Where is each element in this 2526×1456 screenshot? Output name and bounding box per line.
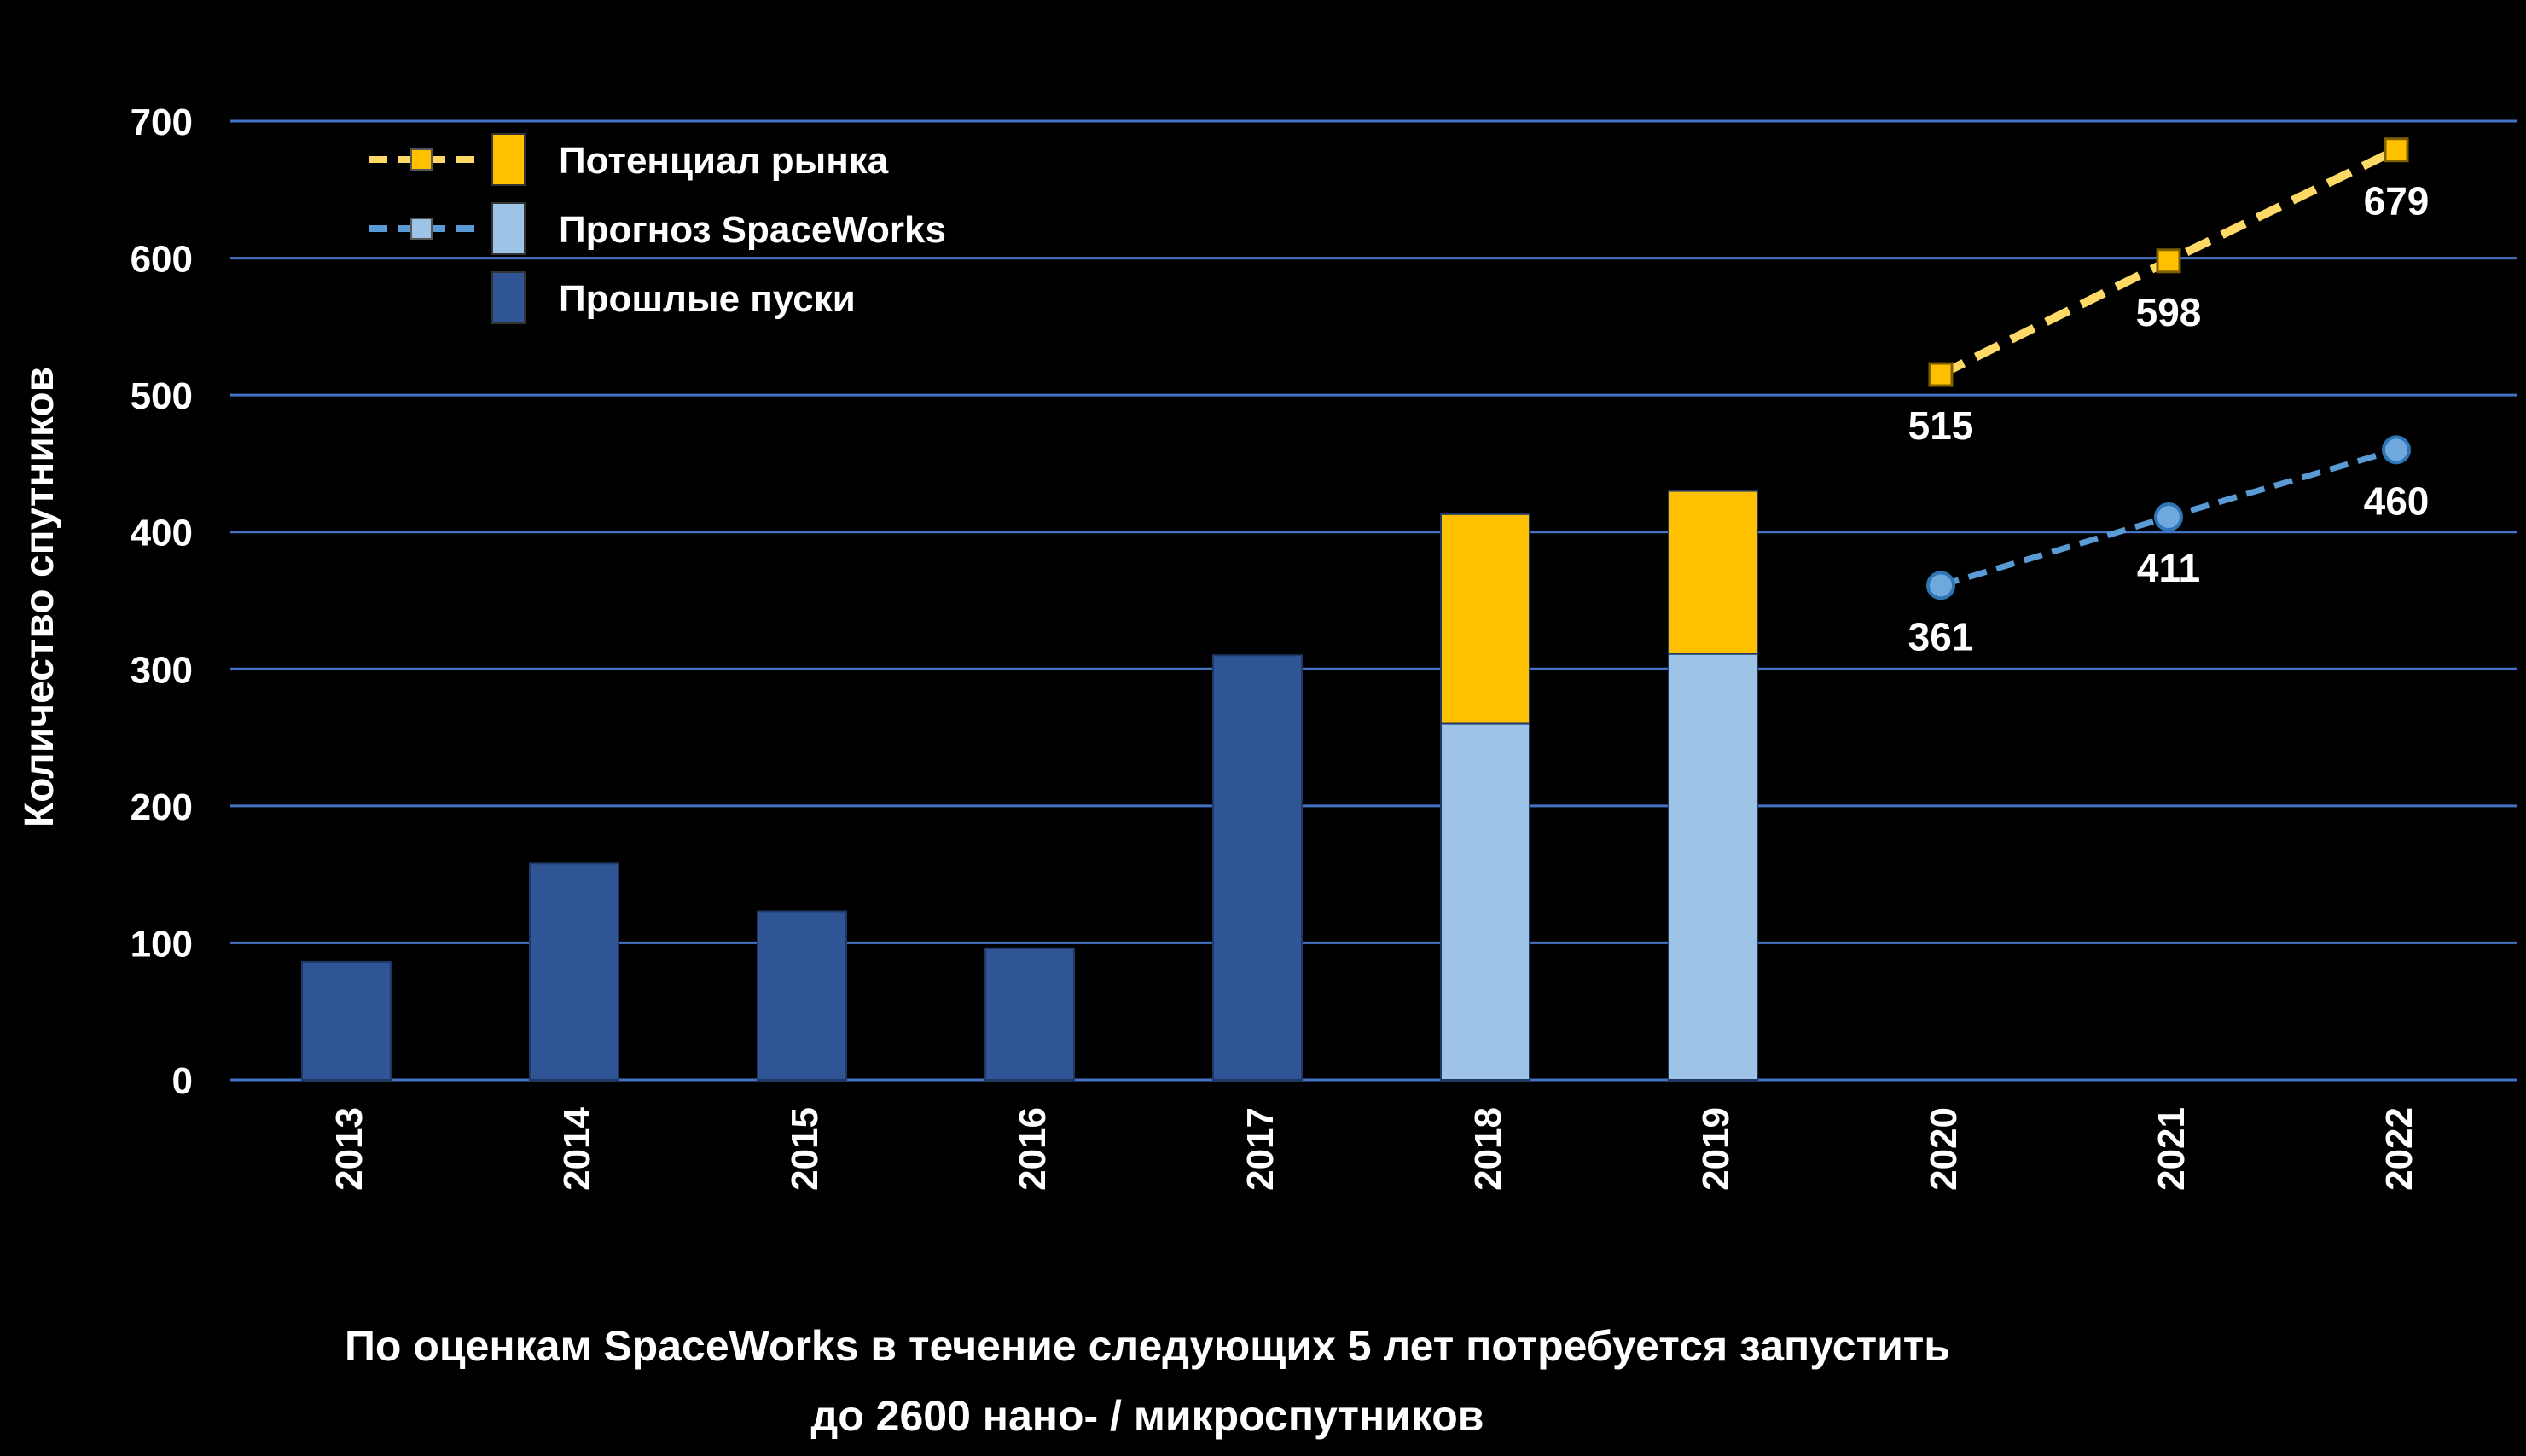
- x-tick-2017: 2017: [1240, 1107, 1281, 1191]
- y-tick-label: 300: [131, 649, 193, 691]
- bar-2019-прогноз-spaceworks: [1668, 653, 1758, 1081]
- legend: Потенциал рынка Прогноз SpaceWorks Прошлые…: [369, 133, 946, 324]
- bar-2014-прошлые-пуски: [529, 862, 619, 1081]
- line-series: 515 598 679 361 411 460: [1908, 137, 2430, 658]
- data-label-2022-потенциал-рынка: 679: [2364, 179, 2430, 223]
- y-tick-label: 200: [131, 786, 193, 828]
- y-tick-label: 100: [131, 923, 193, 965]
- x-tick-2018: 2018: [1467, 1107, 1509, 1191]
- legend-label-прогноз-spaceworks: Прогноз SpaceWorks: [559, 209, 946, 251]
- bar-2019-потенциал-рынка: [1668, 490, 1758, 655]
- x-tick-2021: 2021: [2151, 1107, 2192, 1191]
- bar-2018-потенциал-рынка: [1440, 513, 1530, 725]
- y-axis-ticks: 0 100 200 300 400 500 600 700: [131, 102, 193, 1102]
- data-label-2022-прогноз-spaceworks: 460: [2364, 479, 2430, 523]
- marker-2021-потенциал-рынка: [2156, 248, 2181, 274]
- legend-swatch-прогноз-spaceworks: [491, 202, 526, 255]
- bars: [301, 490, 1758, 1082]
- y-tick-label: 500: [131, 375, 193, 417]
- data-label-2021-прогноз-spaceworks: 411: [2137, 546, 2200, 590]
- y-tick-label: 700: [131, 102, 193, 143]
- x-axis-ticks: 2013 2014 2015 2016 2017 2018 2019 2020 2021 2022: [328, 1106, 2420, 1190]
- legend-label-прошлые-пуски: Прошлые пуски: [559, 278, 856, 320]
- bar-2015-прошлые-пуски: [757, 910, 847, 1082]
- x-tick-2022: 2022: [2378, 1107, 2420, 1191]
- x-tick-2020: 2020: [1923, 1107, 1965, 1191]
- y-tick-label: 600: [131, 239, 193, 281]
- x-tick-2013: 2013: [328, 1107, 370, 1191]
- legend-swatch-потенциал-рынка: [491, 133, 526, 186]
- legend-marker-прогноз-spaceworks: [410, 218, 433, 240]
- x-tick-2015: 2015: [784, 1107, 826, 1191]
- y-tick-label: 400: [131, 513, 193, 554]
- bar-2017-прошлые-пуски: [1212, 654, 1303, 1081]
- legend-marker-потенциал-рынка: [410, 148, 433, 171]
- marker-2022-прогноз-spaceworks: [2382, 435, 2411, 465]
- marker-2022-потенциал-рынка: [2384, 137, 2409, 163]
- footnote-line-2: до 2600 нано- / микроспутников: [810, 1392, 1484, 1440]
- data-label-2020-прогноз-spaceworks: 361: [1908, 614, 1974, 658]
- legend-swatch-прошлые-пуски: [491, 271, 526, 324]
- x-tick-2019: 2019: [1695, 1107, 1737, 1191]
- data-label-2020-потенциал-рынка: 515: [1908, 403, 1974, 448]
- bar-2018-прогноз-spaceworks: [1440, 722, 1530, 1081]
- footnote-line-1: По оценкам SpaceWorks в течение следующи…: [345, 1322, 1950, 1370]
- marker-2020-прогноз-spaceworks: [1926, 571, 1955, 600]
- y-axis-label: Количество спутников: [17, 367, 62, 827]
- y-tick-label: 0: [172, 1060, 193, 1102]
- bar-2013-прошлые-пуски: [301, 960, 392, 1081]
- data-label-2021-потенциал-рынка: 598: [2136, 290, 2202, 334]
- x-tick-2014: 2014: [556, 1106, 598, 1190]
- x-tick-2016: 2016: [1012, 1107, 1054, 1191]
- marker-2020-потенциал-рынка: [1928, 362, 1954, 387]
- marker-2021-прогноз-spaceworks: [2154, 502, 2183, 532]
- bar-2016-прошлые-пуски: [984, 947, 1075, 1082]
- legend-label-потенциал-рынка: Потенциал рынка: [559, 140, 889, 182]
